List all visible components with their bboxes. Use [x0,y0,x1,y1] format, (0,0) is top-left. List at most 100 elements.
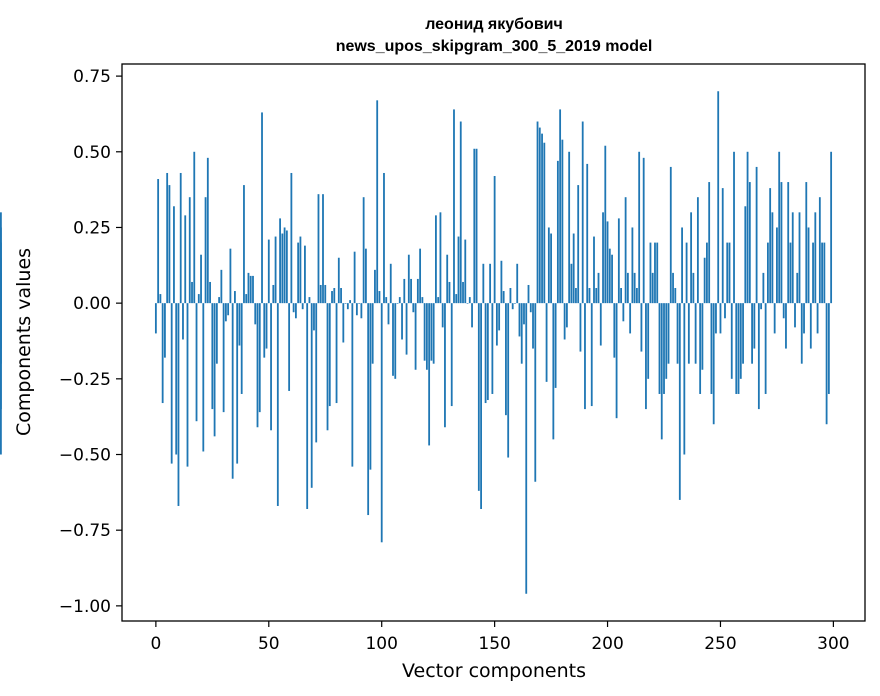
bar [179,172,182,304]
bar [491,303,494,394]
bar [450,303,453,407]
bar [764,303,767,394]
bar [654,242,656,304]
bar [581,121,584,304]
bar [455,294,458,304]
bar [730,303,733,379]
bar [507,303,510,458]
x-axis-label: Vector components [402,660,586,682]
bar [346,303,349,310]
bar [514,303,516,304]
bar [529,303,532,313]
bar [380,303,383,543]
bar [272,284,275,304]
bar [620,288,622,304]
bar [678,303,681,500]
x-tick-label: 50 [258,634,280,654]
bar [473,148,476,304]
bar [340,288,342,304]
y-tick-label: 0.25 [73,218,111,238]
bar [807,227,810,304]
bar [803,303,805,334]
bar-series [0,91,833,594]
bar [798,212,801,304]
bar [748,182,751,304]
bar [159,294,162,304]
bar [633,272,636,304]
bar [229,248,232,304]
bar [769,188,772,304]
x-tick-label: 100 [365,634,397,654]
bar [681,227,683,304]
bar [182,303,184,340]
bar [534,303,537,482]
bar [617,218,620,304]
bar [726,242,729,304]
bar [240,303,243,394]
bar [299,236,302,304]
bar [166,172,169,304]
bar [355,303,358,316]
bar [572,233,575,304]
bar [263,303,266,358]
bar [430,303,433,361]
bar [791,212,794,304]
bar [565,303,568,328]
bar [195,303,198,422]
bar [794,303,796,328]
bar [0,303,2,455]
y-tick-label: 0.00 [73,294,111,314]
bar [173,206,175,304]
chart-subtitle: news_upos_skipgram_300_5_2019 model [336,38,653,55]
bar [805,182,808,304]
bar [428,303,431,446]
bar [200,254,202,304]
bar [157,179,160,304]
bar [405,303,408,355]
bar [493,176,496,304]
bar [703,257,706,304]
bar [518,303,521,337]
bar [660,303,663,440]
bar [161,303,164,404]
bar [611,254,613,304]
bar [444,303,446,428]
bar [762,272,765,304]
bar [234,291,236,304]
bar [446,254,449,304]
y-axis-label: Components values [13,248,35,436]
bar [597,272,600,304]
bar [394,303,397,379]
bar [561,139,564,304]
bar [270,303,272,431]
bar [525,303,528,594]
bar [780,182,783,304]
y-tick-label: 0.75 [73,67,111,87]
bar [306,303,309,509]
bar [532,303,534,349]
bar [453,109,455,304]
bar [337,257,340,304]
bar [575,288,577,304]
bar [279,218,281,304]
bar [538,127,541,304]
bar [480,303,482,509]
bar [622,303,625,322]
bar [692,272,695,304]
bar [439,212,442,304]
bar [785,303,787,349]
bar [719,303,722,334]
bar [401,303,403,340]
bar [328,303,331,407]
bar [283,227,286,304]
y-tick-label: −1.00 [59,597,111,617]
x-axis-ticks: 0 50 100 150 200 250 300 [150,621,850,654]
bar [410,278,412,304]
bar [267,239,270,304]
bar [317,194,320,304]
bar [416,278,419,304]
bar [459,121,462,304]
x-tick-label: 150 [478,634,510,654]
bar [213,303,216,437]
bar [412,303,415,313]
